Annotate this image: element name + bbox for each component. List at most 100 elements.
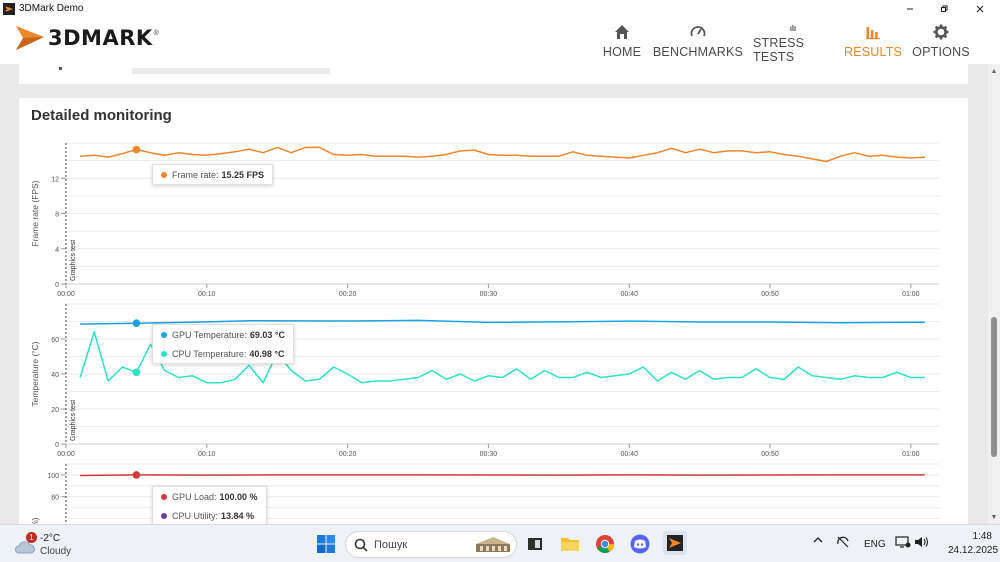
x-tick-label: 00:20: [339, 291, 357, 298]
series-line-gpu-load: [80, 474, 925, 477]
tooltip-row: Frame rate: 15.25 FPS: [161, 165, 264, 184]
tray-volume[interactable]: [914, 535, 930, 552]
x-tick-label: 01:00: [902, 291, 920, 298]
x-tick-label: 00:50: [761, 451, 779, 458]
monitoring-charts: 0 4 8 12 00:00 00:10 00:20 00:30 00:40 00:50 01:00…: [30, 142, 939, 524]
x-tick-label: 00:00: [57, 291, 75, 298]
close-icon: [976, 5, 984, 12]
taskbar-search[interactable]: Пошук: [345, 531, 517, 558]
tooltip-label: GPU Load:: [172, 491, 217, 502]
x-tick-label: 00:10: [198, 291, 216, 298]
vertical-scrollbar[interactable]: ▲ ▼: [988, 64, 1000, 524]
phase-label: Graphics test: [70, 240, 77, 281]
taskbar-app-discord[interactable]: [629, 533, 651, 555]
scroll-up-icon[interactable]: ▲: [990, 67, 998, 75]
x-tick-label: 00:40: [620, 291, 638, 298]
logo-text: 3DMARK: [48, 26, 153, 50]
minimize-icon: [907, 8, 913, 9]
search-icon: [354, 538, 368, 552]
3dmark-app-icon: [3, 2, 15, 15]
taskbar-app-3dmark[interactable]: [663, 531, 687, 555]
nav-benchmarks[interactable]: BENCHMARKS: [653, 17, 743, 64]
x-tick-label: 00:30: [480, 451, 498, 458]
series-line-frame-rate: [80, 146, 925, 163]
x-tick-label: 00:20: [339, 451, 357, 458]
series-dot: [161, 350, 167, 357]
y-tick-label: 12: [51, 176, 59, 183]
scroll-down-icon[interactable]: ▼: [990, 513, 998, 521]
x-tick-label: 00:40: [620, 451, 638, 458]
weather-temp: -2°C: [40, 533, 61, 544]
cursor-point: [132, 319, 141, 327]
phase-label: Graphics test: [70, 400, 77, 441]
nav-options-label: OPTIONS: [912, 45, 970, 59]
cursor-point: [132, 471, 141, 479]
y-tick-label: 4: [55, 247, 59, 254]
y-tick-label: 80: [51, 495, 59, 502]
clock-date: 24.12.2025: [948, 545, 999, 556]
y-axis-label: Frame rate (FPS): [30, 180, 40, 246]
cloud-icon: [15, 541, 35, 554]
nav-options[interactable]: OPTIONS: [912, 17, 970, 64]
nav-results[interactable]: RESULTS: [843, 17, 903, 64]
weather-condition: Cloudy: [40, 546, 72, 557]
close-button[interactable]: [963, 0, 997, 17]
y-tick-label: 0: [55, 442, 59, 449]
nav-home-label: HOME: [602, 45, 642, 59]
y-tick-label: 20: [51, 407, 59, 414]
logo-mark-icon: [16, 26, 44, 50]
maximize-button[interactable]: [927, 0, 961, 17]
nav-stress-tests-label: STRESS TESTS: [753, 36, 805, 64]
y-axis-label: Temperature (°C): [30, 341, 40, 406]
title-bar: 3DMark Demo: [0, 0, 1000, 17]
truncated-label: [59, 67, 62, 70]
nav-results-label: RESULTS: [843, 45, 903, 59]
tooltip-value: 40.98 °C: [249, 348, 285, 359]
detailed-monitoring-card: Detailed monitoring 0 4 8 12 00:00 00:10 00:20…: [19, 98, 968, 524]
chrome-icon: [596, 535, 614, 554]
speaker-icon: [915, 537, 929, 547]
discord-icon: [630, 534, 650, 554]
taskbar-app-explorer[interactable]: [559, 533, 581, 555]
search-highlight-icon: [476, 537, 510, 552]
nav-stress-tests[interactable]: STRESS TESTS: [753, 17, 833, 64]
x-tick-label: 00:30: [480, 291, 498, 298]
nav-home[interactable]: HOME: [599, 17, 645, 64]
show-hidden-icons[interactable]: [812, 535, 824, 548]
y-axis-label: (%): [30, 517, 40, 524]
terminal-icon: [528, 538, 542, 550]
home-icon: [615, 25, 629, 39]
x-tick-label: 00:10: [198, 451, 216, 458]
bar-chart-icon: [866, 27, 880, 40]
y-tick-label: 60: [51, 337, 59, 344]
taskbar-clock[interactable]: 1:48 24.12.2025: [948, 530, 999, 558]
taskbar-app-chrome[interactable]: [594, 533, 616, 555]
x-tick-label: 00:00: [57, 451, 75, 458]
x-tick-label: 00:50: [761, 291, 779, 298]
tray-sync-status[interactable]: [836, 535, 850, 552]
tooltip-value: 15.25 FPS: [221, 169, 265, 180]
language-indicator[interactable]: ENG: [864, 539, 886, 550]
start-button[interactable]: [315, 533, 337, 555]
series-dot: [161, 171, 167, 178]
monitor-network-icon: [895, 536, 911, 548]
scrollbar-thumb[interactable]: [991, 317, 997, 457]
results-content: Detailed monitoring 0 4 8 12 00:00 00:10 00:20…: [0, 64, 988, 524]
tooltip-value: 100.00 %: [219, 491, 258, 502]
taskbar: 1 -2°C Cloudy Пошук: [0, 524, 1000, 562]
app-header: 3DMARK ® HOME BENCHMARKS STRESS TESTS RE…: [0, 17, 1000, 64]
series-dot: [161, 512, 167, 519]
tray-network[interactable]: [895, 535, 911, 552]
3dmark-app-icon: [667, 535, 683, 551]
minimize-button[interactable]: [893, 0, 927, 17]
tooltip-row: CPU Temperature: 40.98 °C: [161, 344, 285, 363]
3dmark-logo[interactable]: 3DMARK ®: [14, 23, 159, 53]
weather-widget[interactable]: 1 -2°C Cloudy: [12, 531, 82, 559]
taskbar-app-terminal[interactable]: [524, 533, 546, 555]
series-dot: [161, 331, 167, 338]
tooltip-label: GPU Temperature:: [172, 329, 247, 340]
restore-icon: [941, 5, 948, 12]
series-line-cpu-temperature: [79, 331, 925, 384]
tooltip-row: GPU Temperature: 69.03 °C: [161, 325, 285, 344]
registered-mark: ®: [153, 29, 159, 37]
